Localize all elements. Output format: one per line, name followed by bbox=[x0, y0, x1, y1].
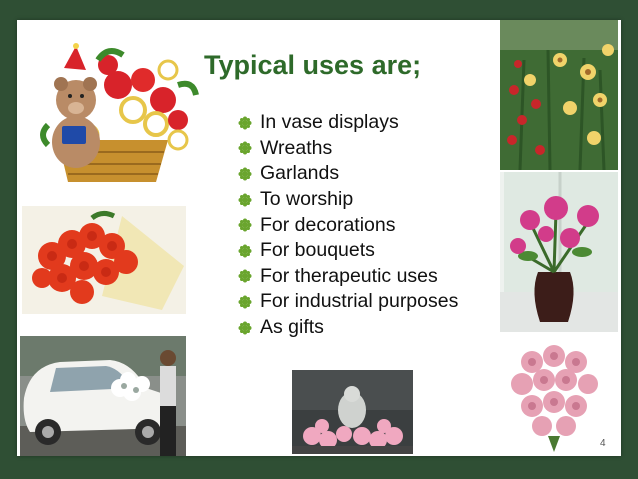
bullet-text: For industrial purposes bbox=[260, 290, 459, 313]
list-item: In vase displays bbox=[238, 110, 458, 136]
vase-flowers-image bbox=[500, 172, 618, 332]
pink-rose-bouquet-image bbox=[508, 340, 600, 452]
bullet-icon bbox=[238, 141, 252, 155]
list-item: For industrial purposes bbox=[238, 289, 458, 315]
bullet-icon bbox=[238, 295, 252, 309]
bullet-icon bbox=[238, 116, 252, 130]
bullet-icon bbox=[238, 193, 252, 207]
bullet-icon bbox=[238, 167, 252, 181]
teddy-bear-basket-image bbox=[28, 40, 200, 190]
car-with-flowers-image bbox=[20, 336, 186, 456]
bullet-text: Garlands bbox=[260, 162, 340, 185]
bullet-text: For therapeutic uses bbox=[260, 264, 438, 287]
bullet-icon bbox=[238, 269, 252, 283]
bullet-icon bbox=[238, 218, 252, 232]
list-item: As gifts bbox=[238, 315, 458, 341]
list-item: Wreaths bbox=[238, 136, 458, 162]
bullet-icon bbox=[238, 321, 252, 335]
bullet-icon bbox=[238, 244, 252, 258]
bullet-text: For bouquets bbox=[260, 239, 375, 262]
bullet-text: For decorations bbox=[260, 213, 396, 236]
list-item: For bouquets bbox=[238, 238, 458, 264]
list-item: To worship bbox=[238, 187, 458, 213]
list-item: For therapeutic uses bbox=[238, 264, 458, 290]
bullet-text: To worship bbox=[260, 188, 354, 211]
slide-number: 4 bbox=[600, 438, 606, 449]
list-item: For decorations bbox=[238, 212, 458, 238]
flower-plants-image bbox=[500, 20, 618, 170]
bullet-text: Wreaths bbox=[260, 136, 333, 159]
slide-title: Typical uses are; bbox=[204, 50, 422, 80]
list-item: Garlands bbox=[238, 161, 458, 187]
bullet-text: In vase displays bbox=[260, 111, 399, 134]
bullet-list: In vase displays Wreaths Garlands To wor… bbox=[238, 110, 458, 340]
red-rose-bouquet-image bbox=[22, 206, 186, 314]
bullet-text: As gifts bbox=[260, 316, 324, 339]
statue-with-flowers-image bbox=[292, 370, 413, 454]
